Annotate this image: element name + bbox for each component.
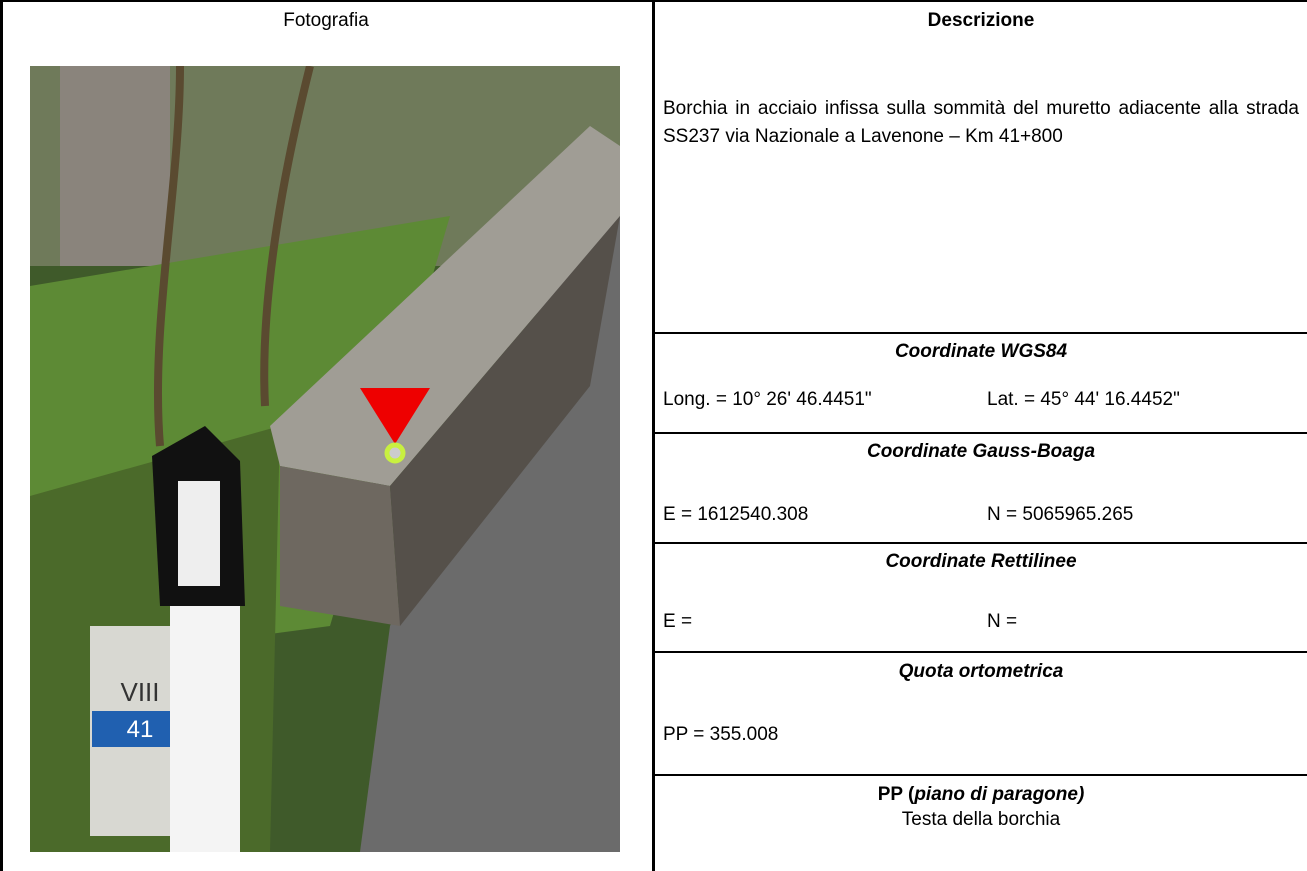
column-divider xyxy=(652,0,655,871)
pp-title: PP (piano di paragone) xyxy=(655,784,1307,806)
field: Long. = 10° 26' 46.4451" xyxy=(663,389,872,410)
row-divider xyxy=(655,432,1307,434)
field: E = xyxy=(663,611,693,632)
left-border xyxy=(0,0,3,871)
milestone-label: 41 xyxy=(127,716,154,743)
field: N = xyxy=(987,611,1018,632)
field: N = 5065965.265 xyxy=(987,504,1134,525)
description-header: Descrizione xyxy=(927,10,1035,31)
section-title: Quota ortometrica xyxy=(898,661,1064,682)
pp-title-prefix: PP ( xyxy=(877,784,915,805)
photo-header: Fotografia xyxy=(283,10,369,31)
section-title: Coordinate WGS84 xyxy=(894,341,1068,362)
milestone-label: VIII xyxy=(120,677,159,707)
field: PP = 355.008 xyxy=(663,724,779,745)
section-title: Coordinate Gauss-Boaga xyxy=(866,441,1096,462)
row-divider xyxy=(655,542,1307,544)
photo: VIII 41 xyxy=(30,66,620,852)
field: E = 1612540.308 xyxy=(663,504,809,525)
pp-text: Testa della borchia xyxy=(901,809,1061,830)
pp-title-italic: piano di paragone) xyxy=(914,784,1085,805)
description: Borchia in acciaio infissa sulla sommità… xyxy=(663,98,1299,147)
row-divider xyxy=(655,332,1307,334)
row-divider xyxy=(655,651,1307,653)
section-title: Coordinate Rettilinee xyxy=(885,551,1077,572)
row-divider xyxy=(655,774,1307,776)
field: Lat. = 45° 44' 16.4452" xyxy=(987,389,1180,410)
